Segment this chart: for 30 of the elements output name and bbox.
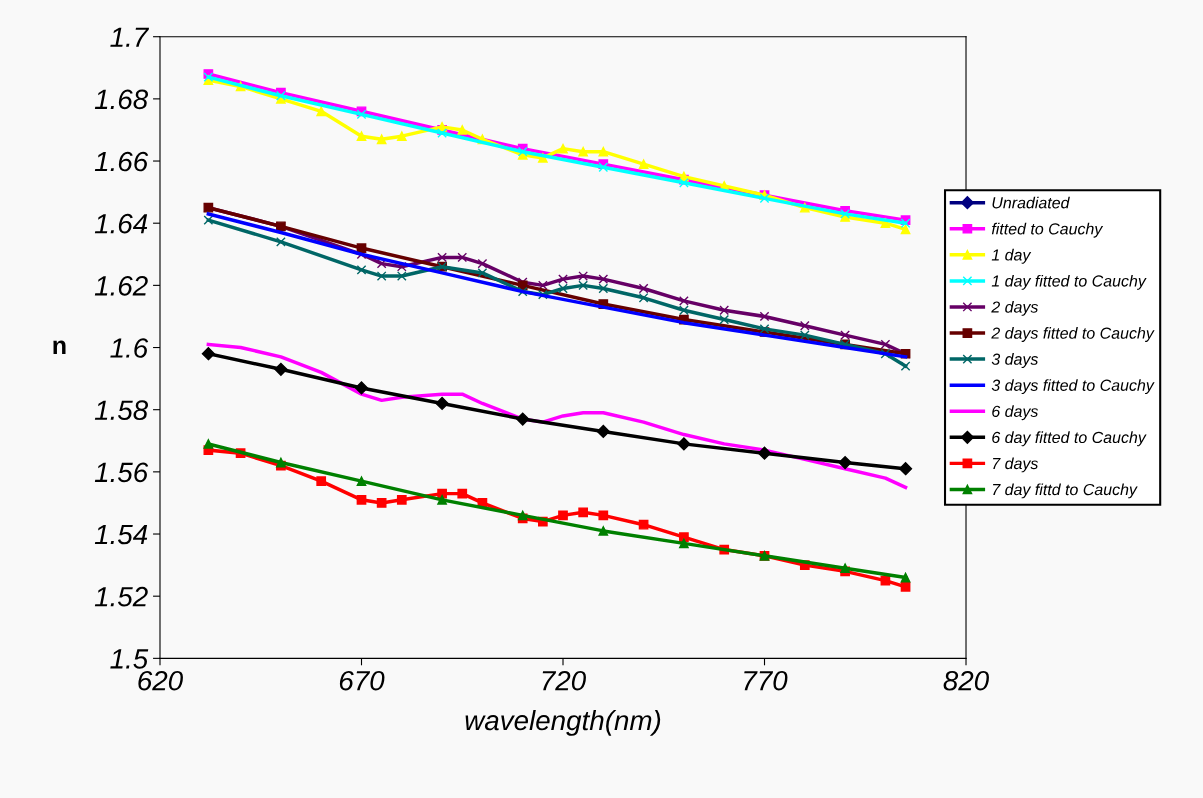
legend-label: 6 days: [992, 405, 1039, 421]
y-tick-label: 1.52: [94, 586, 148, 607]
y-tick-label: 1.58: [94, 400, 149, 421]
y-tick-label: 1.5: [110, 649, 149, 669]
y-axis-title: n: [53, 340, 66, 354]
legend-label: 3 days fitted to Cauchy: [991, 379, 1155, 395]
y-tick-label: 1.7: [110, 27, 150, 47]
y-tick-label: 1.56: [94, 462, 149, 483]
y-tick-label: 1.66: [94, 151, 149, 172]
legend-label: 1 day: [991, 248, 1032, 264]
legend-label: 1 day fitted to Cauchy: [991, 274, 1147, 290]
y-tick-label: 1.68: [94, 89, 149, 110]
y-tick-label: 1.54: [94, 524, 148, 545]
legend-label: 2 days: [991, 300, 1039, 316]
legend-label: 2 days fitted to Cauchy: [991, 327, 1155, 342]
legend-label: 7 day fittd to Cauchy: [993, 483, 1138, 499]
legend-label: 7 days: [993, 457, 1039, 473]
legend-label: Unradiated: [992, 196, 1070, 209]
legend-label: 6 day fitted to Cauchy: [992, 431, 1147, 447]
x-tick-label: 820: [943, 670, 989, 691]
x-tick-label: 770: [744, 670, 788, 691]
legend-label: 3 days: [991, 353, 1039, 369]
x-tick-label: 720: [542, 670, 586, 691]
y-tick-label: 1.6: [110, 338, 149, 358]
y-tick-label: 1.62: [94, 276, 148, 296]
y-tick-label: 1.64: [94, 213, 148, 234]
x-tick-label: 620: [138, 670, 183, 691]
x-axis-title: wavelength(nm): [465, 709, 661, 736]
legend-label: fitted to Cauchy: [991, 222, 1104, 238]
x-tick-label: 670: [339, 670, 385, 691]
